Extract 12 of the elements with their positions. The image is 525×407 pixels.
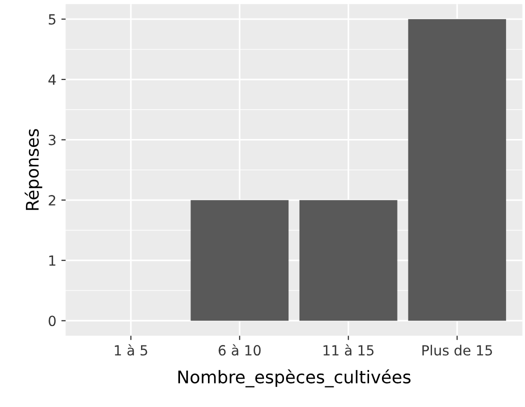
y-tick-label: 4	[48, 74, 56, 85]
y-tick-label: 3	[48, 134, 56, 146]
x-tick-label: Plus de 15	[422, 344, 492, 356]
y-axis-title: Réponses	[24, 129, 42, 210]
x-tick-label: 1 à 5	[114, 344, 148, 356]
y-tick-label: 1	[49, 256, 56, 266]
y-tick-label: 0	[48, 316, 56, 326]
x-tick-label: 11 à 15	[324, 344, 374, 356]
y-tick-label: 5	[48, 14, 56, 25]
x-tick-label: 6 à 10	[218, 344, 261, 356]
y-tick-label: 2	[48, 195, 56, 206]
x-axis-title: Nombre_espèces_cultivées	[178, 369, 411, 388]
